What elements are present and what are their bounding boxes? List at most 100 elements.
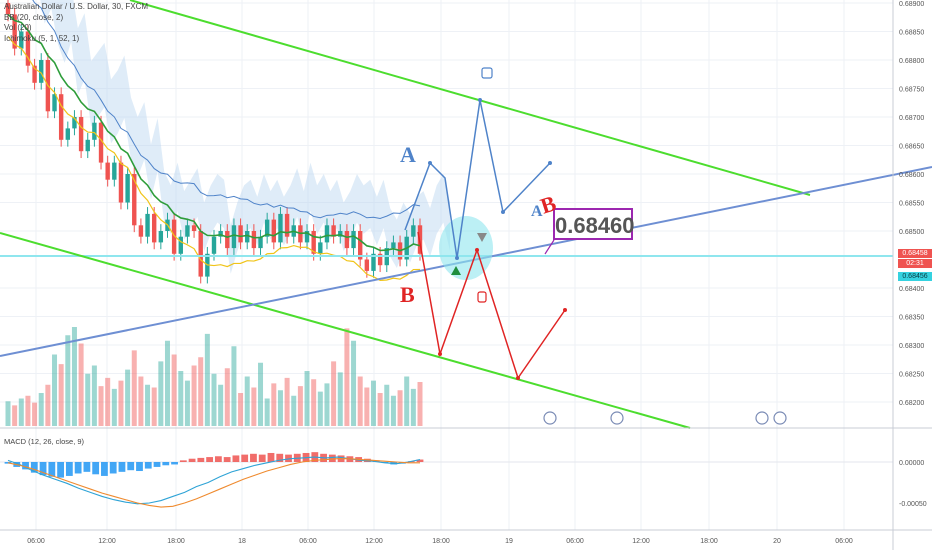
- up-arrow-icon: [451, 266, 461, 275]
- volume-bar: [18, 398, 24, 426]
- candle-body: [344, 231, 350, 249]
- candle-body: [324, 225, 330, 243]
- time-tick-label: 06:00: [299, 538, 317, 545]
- time-tick-label: 06:00: [27, 538, 45, 545]
- volume-bar: [417, 382, 423, 426]
- upper-green-channel: [129, 0, 811, 196]
- candle-body: [145, 213, 150, 237]
- time-tick-label: 12:00: [98, 538, 116, 545]
- time-tick-label: 12:00: [632, 538, 650, 545]
- candle-body: [351, 231, 356, 249]
- candle-body: [158, 231, 164, 243]
- macd-histogram-bar: [241, 454, 249, 462]
- volume-bar: [78, 343, 84, 426]
- volume-bar: [45, 384, 51, 426]
- candle-body: [391, 242, 396, 249]
- macd-histogram-bar: [276, 453, 284, 462]
- volume-bar: [164, 340, 170, 426]
- volume-bar: [258, 362, 264, 426]
- candle-body: [271, 219, 277, 243]
- candle-body: [132, 174, 137, 226]
- macd-histogram-bar: [162, 462, 170, 466]
- grid: [0, 0, 893, 530]
- candle-body: [85, 139, 90, 152]
- volume-bar: [271, 383, 277, 426]
- ichimoku-cloud: [40, 0, 450, 274]
- macd-histogram-bar: [48, 462, 56, 477]
- red-arrow-tip: [475, 248, 479, 252]
- macd-histogram-bar: [258, 454, 266, 462]
- candle-body: [185, 225, 190, 237]
- price-tick-label: 0.68700: [899, 115, 924, 122]
- candle-body: [238, 225, 243, 243]
- label-a-blue-right: A: [531, 203, 543, 220]
- candle-body: [118, 162, 124, 203]
- signal-line: [7, 458, 420, 508]
- macd-histogram-bar: [214, 456, 222, 462]
- price-tick-label: 0.68500: [899, 229, 924, 236]
- macd-pane: [0, 452, 893, 508]
- macd-histogram-bar: [22, 462, 29, 470]
- volume-bar: [204, 333, 210, 426]
- candle-body: [218, 231, 223, 237]
- pointing-hand-blue-icon: [481, 67, 493, 79]
- candle-body: [284, 213, 290, 237]
- candle-body: [264, 219, 270, 237]
- candle-body: [58, 94, 64, 140]
- price-tick-label: 0.68750: [899, 87, 924, 94]
- time-tick-label: 18: [238, 538, 246, 545]
- volume-bar: [85, 373, 91, 426]
- blue-arrow-tip: [455, 256, 459, 260]
- cloud-fill: [40, 0, 450, 274]
- price-tick-label: 0.68550: [899, 201, 924, 208]
- macd-histogram-bar: [109, 462, 117, 474]
- candle-body: [318, 242, 323, 254]
- candle-body: [151, 213, 157, 243]
- event-flag-icon: [773, 411, 787, 425]
- candle-body: [338, 231, 343, 237]
- candle-body: [39, 60, 44, 83]
- volume-bar: [304, 371, 310, 426]
- macd-tick-label: -0.00050: [899, 501, 927, 508]
- time-tick-label: 18:00: [167, 538, 185, 545]
- volume-bar: [25, 395, 31, 426]
- candle-body: [105, 162, 110, 180]
- macd-histogram-bar: [416, 459, 424, 462]
- candle-body: [364, 259, 370, 271]
- blue-arrow-tip: [501, 210, 505, 214]
- volume-bar: [184, 380, 190, 426]
- macd-histogram-bar: [101, 462, 108, 476]
- pointing-hand-red-icon: [477, 291, 487, 303]
- indicator-legend: Australian Dollar / U.S. Dollar, 30, FXC…: [4, 2, 148, 44]
- callout-pointer: [544, 239, 555, 255]
- macd-histogram-bar: [136, 462, 143, 472]
- price-tick-label: 0.68300: [899, 343, 924, 350]
- macd-histogram-bar: [250, 453, 257, 462]
- candle-body: [211, 236, 217, 254]
- candle-body: [245, 231, 250, 243]
- candle-body: [92, 122, 97, 140]
- volume-bar: [218, 384, 224, 426]
- macd-histogram-bar: [232, 455, 240, 462]
- price-callout-box[interactable]: 0.68460: [553, 208, 635, 240]
- volume-bar: [337, 372, 343, 426]
- volume-bar: [171, 354, 177, 426]
- candle-body: [25, 31, 31, 66]
- macd-histogram-bar: [206, 457, 214, 462]
- candle-body: [377, 253, 383, 266]
- volume-bar: [5, 401, 11, 426]
- candle-body: [411, 225, 416, 237]
- volume-bar: [38, 393, 44, 426]
- volume-bar: [32, 402, 38, 426]
- bb-basis-line: [7, 13, 421, 252]
- time-tick-label: 06:00: [835, 538, 853, 545]
- blue-arrow-tip: [428, 161, 432, 165]
- volume-bar: [52, 354, 58, 426]
- macd-histogram-bar: [144, 462, 152, 469]
- volume-bar: [384, 384, 390, 426]
- time-tick-label: 19: [505, 538, 513, 545]
- event-flag-icon: [610, 411, 624, 425]
- macd-histogram-bar: [285, 454, 292, 462]
- event-flag-icon: [755, 411, 769, 425]
